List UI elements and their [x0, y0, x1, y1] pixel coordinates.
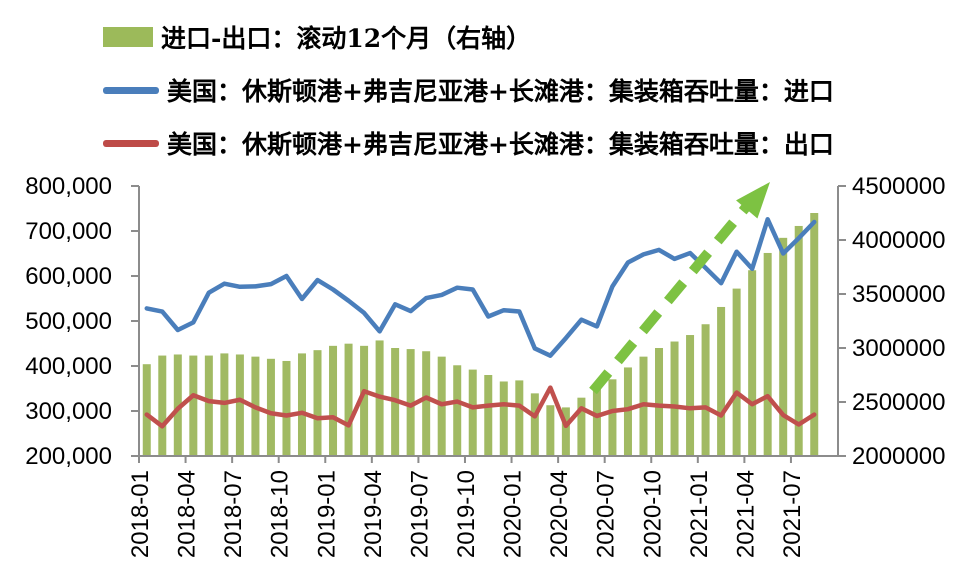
trend-arrow-shaft — [589, 202, 751, 395]
net-imports-bar — [515, 380, 524, 455]
x-axis-tick-label: 2019-07 — [406, 470, 433, 558]
legend-label: 美国：休斯顿港+弗吉尼亚港+长滩港：集装箱吞吐量：出口 — [167, 130, 834, 159]
x-axis-tick-label: 2020-10 — [639, 470, 666, 558]
legend-label: 美国：休斯顿港+弗吉尼亚港+长滩港：集装箱吞吐量：进口 — [167, 77, 834, 106]
net-imports-bar — [561, 407, 570, 455]
net-imports-bar — [655, 348, 664, 455]
net-imports-bar — [453, 365, 462, 455]
net-imports-bar — [732, 288, 741, 455]
net-imports-bar — [499, 381, 508, 455]
right-axis-tick-label: 4000000 — [852, 227, 945, 254]
left-axis-tick-label: 800,000 — [25, 173, 112, 200]
net-imports-bar — [701, 324, 710, 455]
x-axis-tick-label: 2021-04 — [732, 470, 759, 558]
net-imports-bar — [158, 355, 167, 455]
net-imports-bar — [794, 225, 803, 455]
x-axis-tick-label: 2018-07 — [220, 470, 247, 558]
legend-item: 美国：休斯顿港+弗吉尼亚港+长滩港：集装箱吞吐量：出口 — [103, 125, 834, 161]
legend-line-swatch — [103, 139, 159, 147]
right-axis-tick-label: 4500000 — [852, 173, 945, 200]
right-axis-tick-label: 2500000 — [852, 389, 945, 416]
net-imports-bar — [142, 364, 151, 455]
net-imports-bar — [344, 343, 353, 455]
net-imports-bar — [313, 350, 322, 455]
net-imports-bar — [173, 354, 182, 455]
x-axis-tick-label: 2018-04 — [174, 470, 201, 558]
imports-line — [144, 217, 817, 358]
exports-line — [144, 385, 817, 429]
net-imports-bar — [717, 306, 726, 455]
net-imports-bar — [204, 355, 213, 455]
legend-line-swatch — [103, 86, 159, 94]
x-axis-tick-label: 2020-07 — [593, 470, 620, 558]
left-axis-tick-label: 300,000 — [25, 398, 112, 425]
legend-item: 进口-出口：滚动12个月（右轴） — [103, 19, 531, 55]
x-axis-tick-label: 2021-07 — [779, 470, 806, 558]
x-axis-tick-label: 2019-04 — [360, 470, 387, 558]
net-imports-bar — [592, 389, 601, 455]
x-axis-tick-label: 2019-01 — [313, 470, 340, 558]
net-imports-bar — [297, 353, 306, 455]
net-imports-bar — [422, 351, 431, 455]
x-axis-tick-label: 2020-01 — [500, 470, 527, 558]
net-imports-bar — [406, 349, 415, 455]
net-imports-bar — [546, 405, 555, 455]
x-axis-tick-label: 2018-01 — [127, 470, 154, 558]
legend-item: 美国：休斯顿港+弗吉尼亚港+长滩港：集装箱吞吐量：进口 — [103, 72, 834, 108]
net-imports-bar — [360, 345, 369, 455]
x-axis-tick-label: 2020-04 — [546, 470, 573, 558]
legend-bar-swatch — [103, 27, 153, 47]
net-imports-bar — [608, 379, 617, 455]
net-imports-bar — [468, 369, 477, 455]
right-axis-tick-label: 2000000 — [852, 443, 945, 470]
net-imports-bar — [329, 345, 338, 455]
net-imports-bar — [686, 335, 695, 455]
net-imports-bar — [810, 213, 819, 455]
left-axis-tick-label: 200,000 — [25, 443, 112, 470]
right-axis-tick-label: 3000000 — [852, 335, 945, 362]
net-imports-bar — [577, 397, 586, 455]
net-imports-bar — [484, 375, 493, 455]
legend: 进口-出口：滚动12个月（右轴） 美国：休斯顿港+弗吉尼亚港+长滩港：集装箱吞吐量… — [0, 0, 971, 165]
x-axis-tick-label: 2018-10 — [267, 470, 294, 558]
net-imports-bar — [282, 360, 291, 455]
net-imports-bar — [670, 341, 679, 455]
net-imports-bar — [266, 358, 275, 455]
net-imports-bar — [763, 252, 772, 455]
x-axis-tick-label: 2021-01 — [686, 470, 713, 558]
left-axis-tick-label: 600,000 — [25, 263, 112, 290]
net-imports-bar — [530, 393, 539, 455]
net-imports-bar — [189, 355, 198, 455]
net-imports-bar — [779, 237, 788, 455]
left-axis-tick-label: 400,000 — [25, 353, 112, 380]
net-imports-bar — [235, 354, 244, 455]
net-imports-bar — [748, 270, 757, 455]
legend-label: 进口-出口：滚动12个月（右轴） — [161, 24, 532, 53]
trend-arrow-head — [736, 182, 770, 219]
x-axis-tick-label: 2019-10 — [453, 470, 480, 558]
right-axis-tick-label: 3500000 — [852, 281, 945, 308]
left-axis-tick-label: 500,000 — [25, 308, 112, 335]
left-axis-tick-label: 700,000 — [25, 218, 112, 245]
